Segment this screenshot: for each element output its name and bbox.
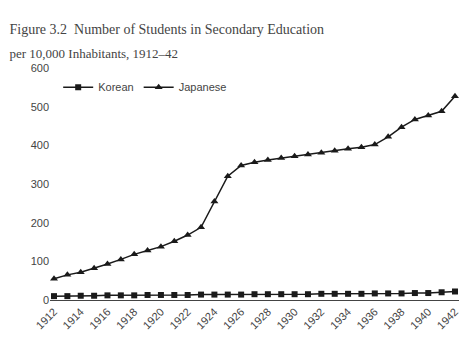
svg-text:1922: 1922 — [167, 306, 193, 332]
svg-text:1936: 1936 — [354, 306, 380, 332]
svg-text:Japanese: Japanese — [179, 81, 227, 93]
svg-text:per 10,000 Inhabitants, 1912–4: per 10,000 Inhabitants, 1912–42 — [9, 46, 178, 61]
svg-text:100: 100 — [31, 255, 49, 267]
svg-text:1924: 1924 — [194, 306, 220, 332]
svg-text:600: 600 — [31, 62, 49, 74]
svg-text:1926: 1926 — [221, 306, 247, 332]
svg-text:300: 300 — [31, 178, 49, 190]
svg-text:1918: 1918 — [114, 306, 140, 332]
svg-text:1914: 1914 — [60, 306, 86, 332]
svg-text:1916: 1916 — [87, 306, 113, 332]
svg-text:500: 500 — [31, 101, 49, 113]
svg-text:Figure 3.2 Number of Students: Figure 3.2 Number of Students in Seconda… — [9, 22, 324, 37]
svg-text:1928: 1928 — [247, 306, 273, 332]
svg-text:0: 0 — [43, 294, 49, 306]
svg-text:1930: 1930 — [274, 306, 300, 332]
svg-text:1920: 1920 — [140, 306, 166, 332]
svg-text:1942: 1942 — [434, 306, 460, 332]
svg-text:1940: 1940 — [408, 306, 434, 332]
svg-text:1934: 1934 — [328, 306, 354, 332]
svg-text:1912: 1912 — [34, 306, 60, 332]
svg-text:200: 200 — [31, 217, 49, 229]
svg-text:Korean: Korean — [98, 81, 133, 93]
svg-text:1932: 1932 — [301, 306, 327, 332]
svg-text:400: 400 — [31, 139, 49, 151]
svg-text:1938: 1938 — [381, 306, 407, 332]
